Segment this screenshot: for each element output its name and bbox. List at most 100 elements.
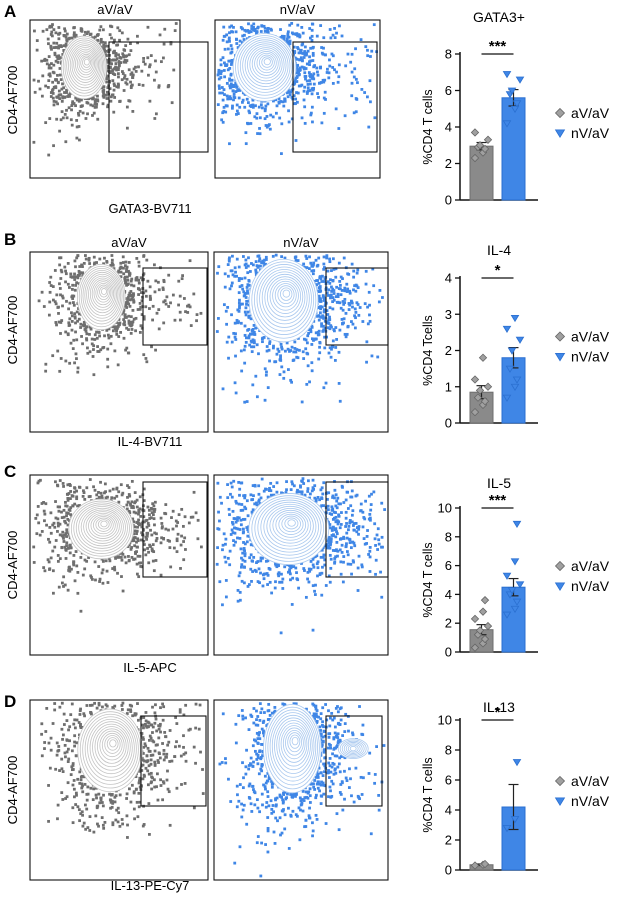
flow-plot-av [29, 474, 209, 656]
data-point [470, 375, 480, 384]
data-point [470, 643, 480, 652]
bar-chart-title: IL-4 [487, 242, 511, 258]
legend-label: nV/aV [571, 793, 610, 809]
y-tick-label: 2 [445, 343, 452, 358]
gate-box [140, 715, 207, 807]
flow-x-label: IL-4-BV711 [118, 434, 183, 449]
y-tick-label: 2 [445, 616, 452, 631]
flow-contours [248, 258, 319, 343]
gate-box [142, 481, 208, 578]
data-point [507, 347, 517, 355]
y-axis-label: %CD4 T cells [421, 89, 435, 164]
data-point [475, 386, 485, 395]
legend: aV/aV nV/aV [554, 773, 610, 809]
data-point [480, 859, 490, 869]
y-tick-label: 6 [445, 558, 452, 573]
panel-letter: C [4, 462, 16, 481]
data-point [515, 581, 525, 589]
legend-label: aV/aV [571, 558, 610, 574]
gate-box [325, 481, 389, 578]
bar-chart-title: GATA3+ [473, 9, 525, 25]
flow-contours [61, 35, 108, 100]
y-axis-label: %CD4 T cells [421, 542, 435, 617]
gate-box [142, 267, 208, 346]
y-tick-label: 4 [445, 587, 452, 602]
y-tick-label: 4 [445, 271, 452, 286]
panel-d: D CD4-AF700 IL-13-PE-Cy7 IL-13 0 2 4 6 8 10 %CD4 T… [4, 692, 610, 893]
data-point [510, 605, 520, 613]
flow-contours [68, 498, 134, 560]
data-point [470, 407, 480, 417]
data-point [510, 383, 520, 391]
bar-chart: IL-13 0 2 4 6 8 10 %CD4 T cells * aV/aV nV/aV [421, 699, 610, 878]
legend-label: nV/aV [571, 578, 610, 594]
diamond-icon [554, 107, 566, 119]
data-point [510, 558, 520, 566]
y-tick-label: 0 [445, 193, 452, 208]
data-point [502, 325, 512, 333]
y-tick-label: 10 [438, 501, 452, 516]
y-tick-label: 6 [445, 83, 452, 98]
flow-plot-nv [214, 19, 381, 179]
flow-contours [77, 708, 143, 793]
y-tick-label: 3 [445, 307, 452, 322]
data-point [470, 614, 480, 624]
y-axis-label: %CD4 T cells [421, 757, 435, 832]
significance-label: *** [489, 492, 507, 509]
bar-2 [501, 586, 526, 653]
y-tick-label: 0 [445, 863, 452, 878]
flow-y-label: CD4-AF700 [5, 66, 20, 135]
flow-plot-av [29, 251, 209, 433]
legend-label: nV/aV [571, 349, 610, 365]
flow-x-label: IL-5-APC [123, 660, 176, 675]
panel-c: C CD4-AF700 IL-5-APC IL-5 0 2 4 6 8 10 %CD4 T cell… [4, 462, 610, 675]
legend-label: aV/aV [571, 105, 610, 121]
data-point [475, 141, 485, 150]
y-axis-label: %CD4 Tcells [421, 315, 435, 386]
y-tick-label: 4 [445, 120, 452, 135]
data-point [510, 314, 520, 323]
flow-contours [263, 703, 369, 794]
triangle-down-icon [554, 352, 566, 362]
data-point [512, 100, 522, 108]
data-point [515, 336, 525, 344]
data-point [502, 120, 512, 128]
significance-label: *** [489, 38, 507, 55]
gate-box [292, 41, 378, 153]
bar-chart: GATA3+ 0 2 4 6 8 %CD4 T cells *** aV/aV nV/aV [421, 9, 610, 208]
data-point [505, 365, 515, 373]
panel-letter: D [4, 692, 16, 711]
legend-label: aV/aV [571, 329, 610, 345]
data-point [510, 105, 520, 113]
flow-y-label: CD4-AF700 [5, 756, 20, 825]
bar-chart-title: IL-13 [483, 699, 515, 715]
data-point [507, 87, 517, 95]
y-tick-label: 6 [445, 773, 452, 788]
y-tick-label: 8 [445, 743, 452, 758]
data-point [483, 621, 493, 631]
data-point [512, 759, 522, 767]
flow-plot-title: nV/aV [280, 2, 316, 17]
y-tick-label: 10 [438, 713, 452, 728]
bar-chart: IL-5 0 2 4 6 8 10 %CD4 T cells *** aV/aV nV/aV [421, 475, 610, 660]
flow-contours [232, 33, 297, 102]
data-point [473, 393, 483, 402]
gate-box [108, 41, 209, 153]
data-point [470, 128, 480, 137]
diamond-icon [554, 775, 566, 787]
flow-plot-av [29, 699, 209, 881]
data-point [480, 634, 490, 644]
flow-x-label: GATA3-BV711 [108, 201, 191, 216]
triangle-down-icon [554, 797, 566, 807]
data-point [480, 595, 490, 605]
data-point [483, 135, 493, 144]
legend: aV/aV nV/aV [554, 105, 610, 141]
bar-chart-title: IL-5 [487, 475, 511, 491]
significance-label: * [495, 262, 501, 279]
data-point [512, 598, 522, 606]
diamond-icon [554, 331, 566, 342]
diamond-icon [554, 560, 566, 572]
flow-plot-nv [213, 699, 389, 881]
